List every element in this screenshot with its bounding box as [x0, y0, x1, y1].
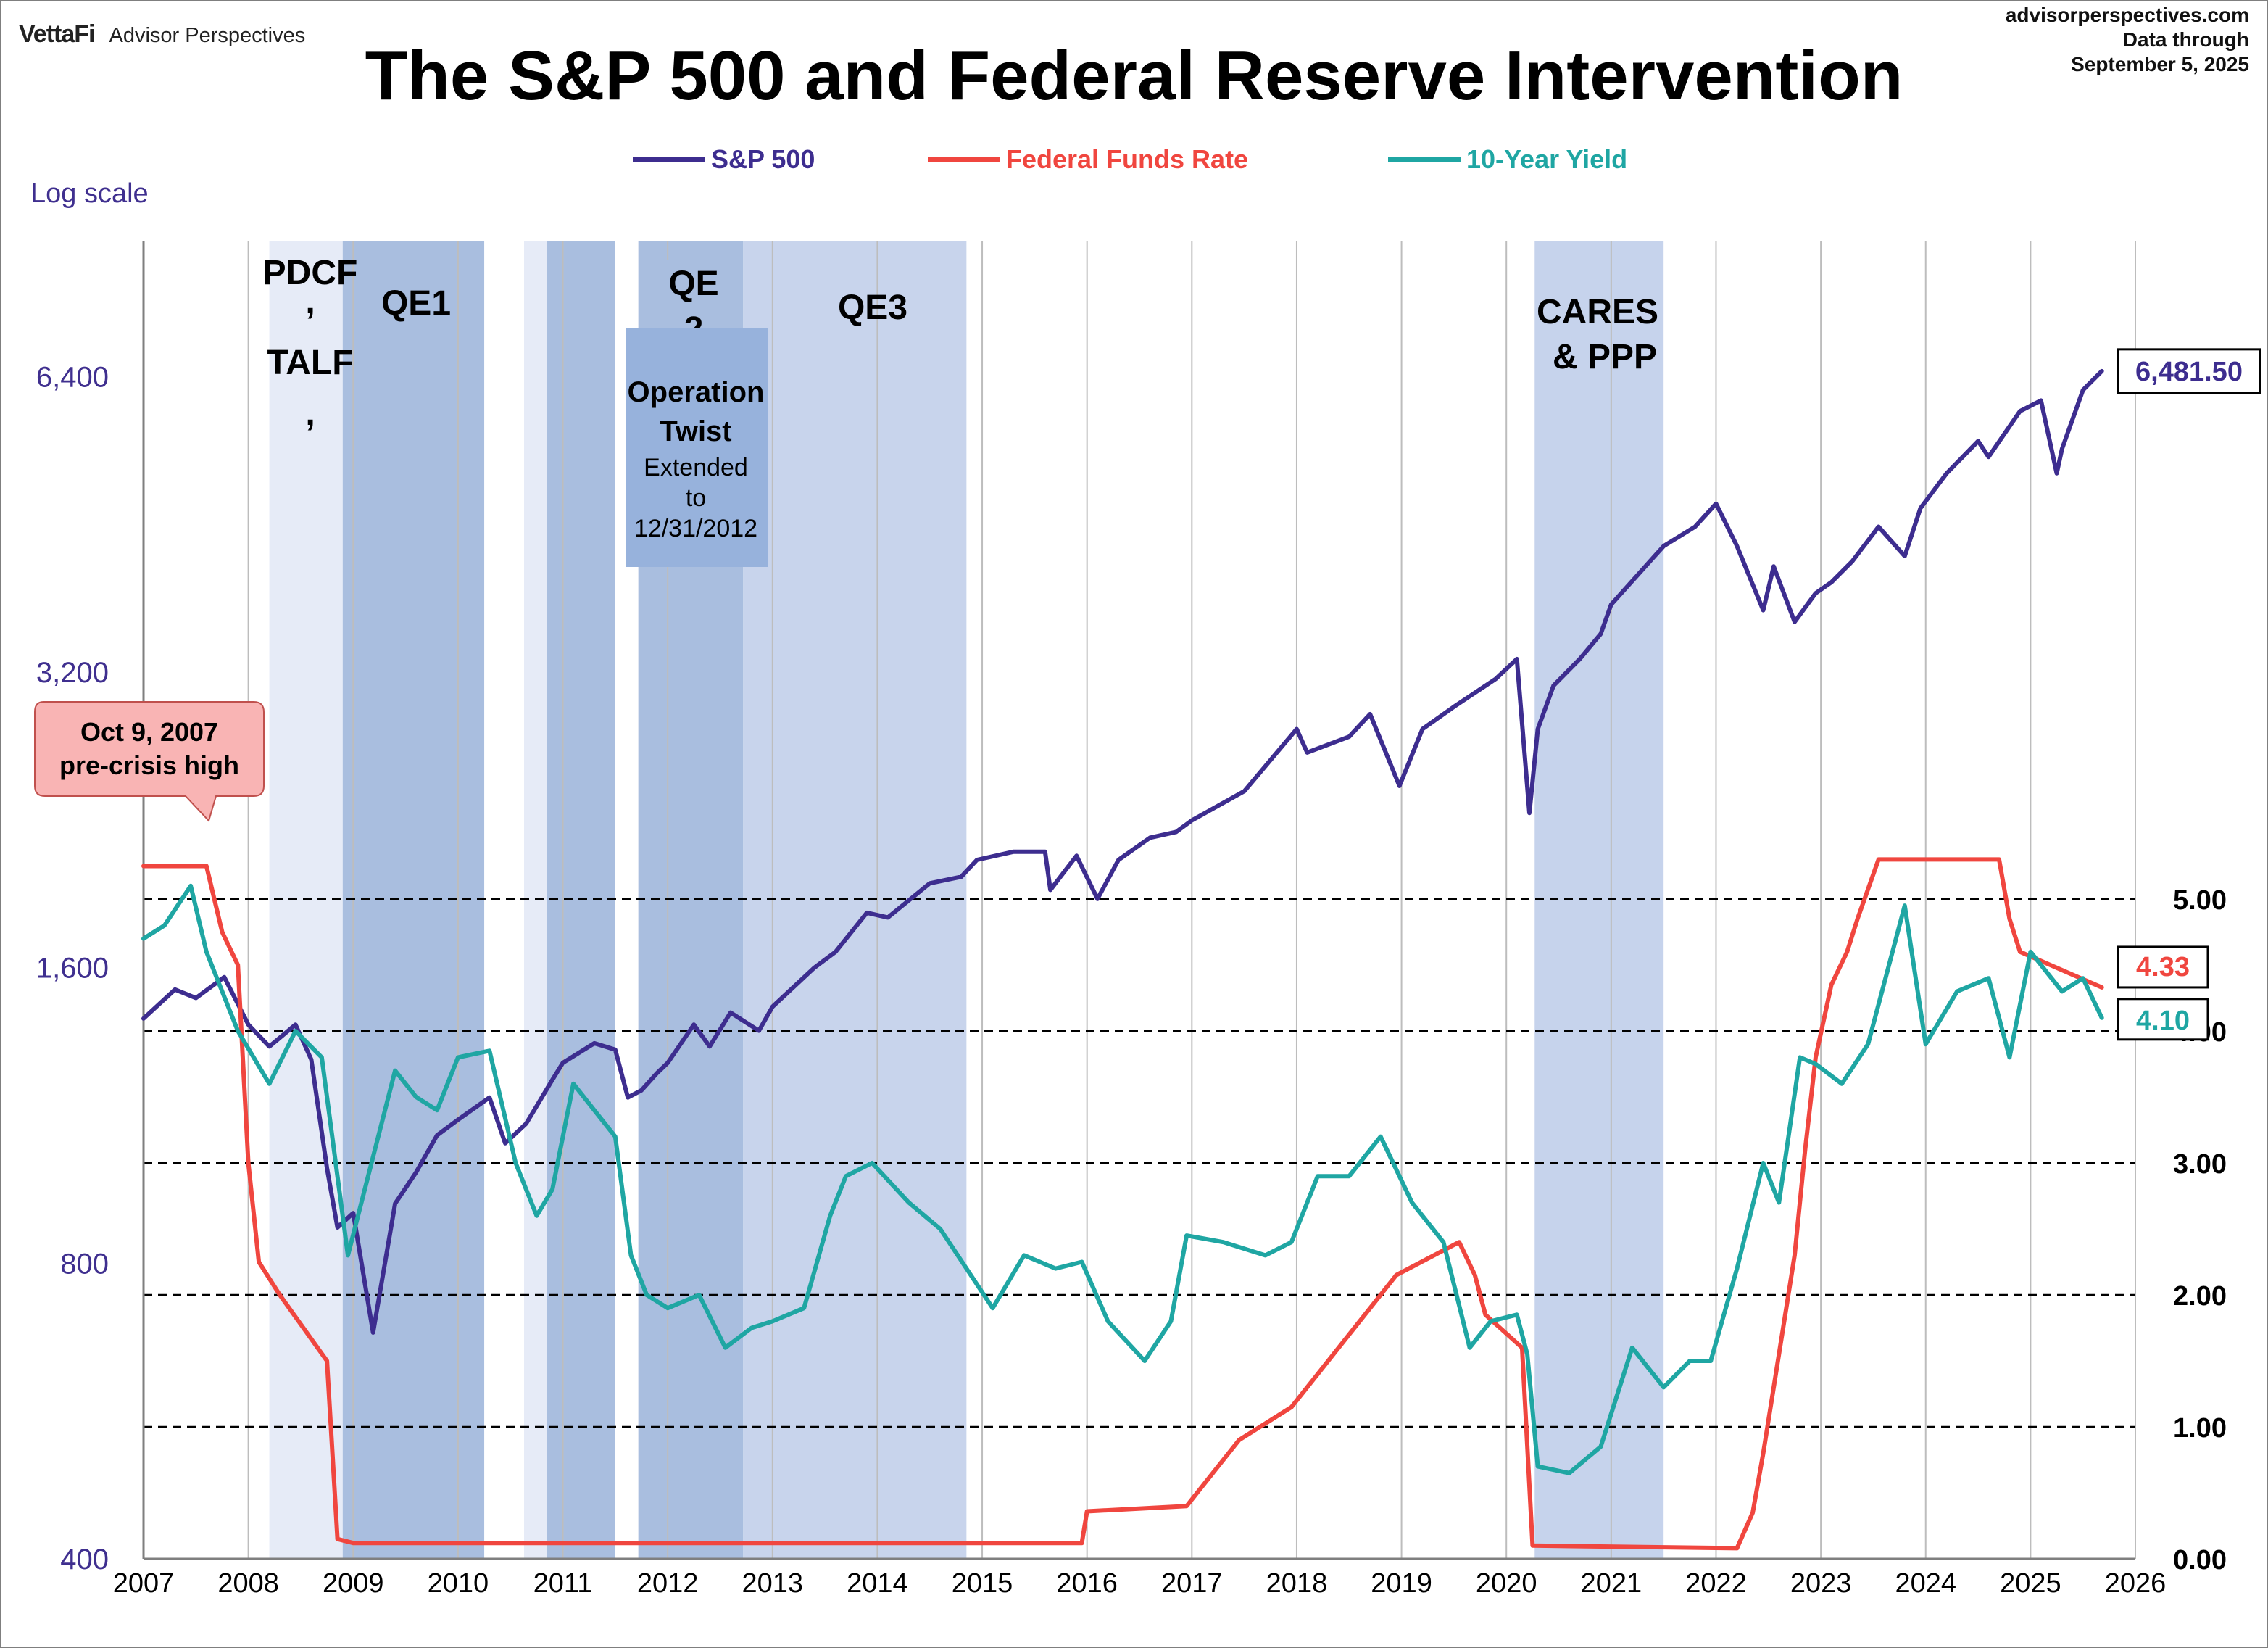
series-line-fed-funds: [141, 857, 2104, 1551]
period-label-ppp: & PPP: [1553, 338, 1657, 376]
period-label-qe2-line1: QE: [668, 265, 718, 303]
legend-label-ten-year: 10-Year Yield: [1466, 144, 1628, 174]
x-tick-label: 2011: [533, 1568, 593, 1599]
x-tick-label: 2012: [637, 1568, 699, 1599]
x-tick-label: 2007: [113, 1568, 175, 1599]
annotation-callout-line1: Oct 9, 2007: [80, 717, 218, 747]
brand-name: Advisor Perspectives: [109, 24, 306, 47]
legend: S&P 500 Federal Funds Rate 10-Year Yield: [0, 142, 2268, 177]
y-left-tick-label: 6,400: [36, 361, 109, 393]
legend-label-fed-funds: Federal Funds Rate: [1006, 144, 1249, 174]
x-tick-label: 2022: [1685, 1568, 1747, 1599]
x-tick-label: 2015: [952, 1568, 1013, 1599]
chart-title: The S&P 500 and Federal Reserve Interven…: [365, 37, 1903, 115]
legend-label-sp500: S&P 500: [711, 144, 815, 174]
legend-item-sp500: S&P 500: [633, 142, 815, 177]
y-left-tick-label: 800: [60, 1248, 109, 1280]
y-left-tick-label: 1,600: [36, 953, 109, 985]
qe2-label-box: [658, 260, 731, 332]
x-tick-label: 2008: [217, 1568, 279, 1599]
x-tick-label: 2016: [1056, 1568, 1118, 1599]
y-right-tick-label: 2.00: [2173, 1281, 2227, 1312]
series-line-sp500: [141, 368, 2104, 1335]
end-label-box-sp500: [2117, 348, 2261, 394]
period-label-talf-comma: ,: [305, 394, 315, 433]
brand-logo: VettaFi: [19, 20, 95, 48]
end-label-box-fed-funds: [2117, 945, 2209, 989]
brand: VettaFi Advisor Perspectives: [19, 20, 305, 49]
period-label-qe1: QE1: [381, 284, 451, 323]
series-line-ten-year: [141, 883, 2104, 1475]
source-site: advisorperspectives.com: [2005, 4, 2249, 26]
annotation-callout-line2: pre-crisis high: [59, 750, 239, 780]
annotation-callout-box: [34, 701, 265, 822]
legend-swatch-fed-funds: [928, 157, 1000, 162]
y-right-tick-label: 0.00: [2173, 1545, 2227, 1575]
period-label-twist: Twist: [660, 415, 731, 447]
legend-swatch-ten-year: [1388, 157, 1461, 162]
end-label-ten-year: 4.10: [2136, 1006, 2190, 1036]
x-tick-label: 2017: [1161, 1568, 1223, 1599]
y-right-tick-label: 5.00: [2173, 885, 2227, 916]
operation-twist-label-box: [626, 328, 768, 567]
legend-swatch-sp500: [633, 157, 705, 162]
x-tick-label: 2020: [1476, 1568, 1537, 1599]
period-label-operation: Operation: [628, 376, 765, 408]
source-line3: September 5, 2025: [2071, 53, 2249, 75]
period-label-talf: TALF: [267, 344, 353, 382]
legend-item-fed-funds: Federal Funds Rate: [928, 142, 1248, 177]
x-tick-label: 2023: [1790, 1568, 1852, 1599]
x-tick-label: 2010: [428, 1568, 489, 1599]
x-tick-label: 2021: [1581, 1568, 1642, 1599]
period-label-date: 12/31/2012: [634, 515, 757, 542]
legend-item-ten-year: 10-Year Yield: [1388, 142, 1627, 177]
x-tick-label: 2013: [742, 1568, 804, 1599]
y-right-tick-label: 3.00: [2173, 1149, 2227, 1180]
period-label-qe3: QE3: [838, 289, 907, 327]
x-tick-label: 2019: [1371, 1568, 1432, 1599]
x-tick-label: 2024: [1895, 1568, 1956, 1599]
x-tick-label: 2025: [2000, 1568, 2061, 1599]
period-label-to: to: [686, 484, 706, 512]
end-label-sp500: 6,481.50: [2135, 357, 2243, 387]
x-tick-label: 2009: [323, 1568, 384, 1599]
x-tick-label: 2014: [847, 1568, 908, 1599]
y-right-tick-label: 1.00: [2173, 1413, 2227, 1444]
log-scale-note: Log scale: [30, 178, 149, 209]
x-tick-label: 2018: [1266, 1568, 1328, 1599]
source-block: advisorperspectives.com Data through Sep…: [2006, 3, 2249, 77]
y-left-tick-label: 400: [60, 1544, 109, 1575]
period-label-extended: Extended: [644, 454, 748, 481]
end-label-box-ten-year: [2117, 998, 2209, 1041]
period-label-cares: CARES: [1537, 293, 1658, 331]
end-label-fed-funds: 4.33: [2136, 952, 2190, 982]
x-tick-label: 2026: [2105, 1568, 2167, 1599]
source-line2: Data through: [2122, 28, 2249, 51]
y-left-tick-label: 3,200: [36, 657, 109, 689]
period-label-pdcf: PDCF: [263, 254, 358, 292]
period-label-pdcf-comma: ,: [305, 283, 315, 321]
